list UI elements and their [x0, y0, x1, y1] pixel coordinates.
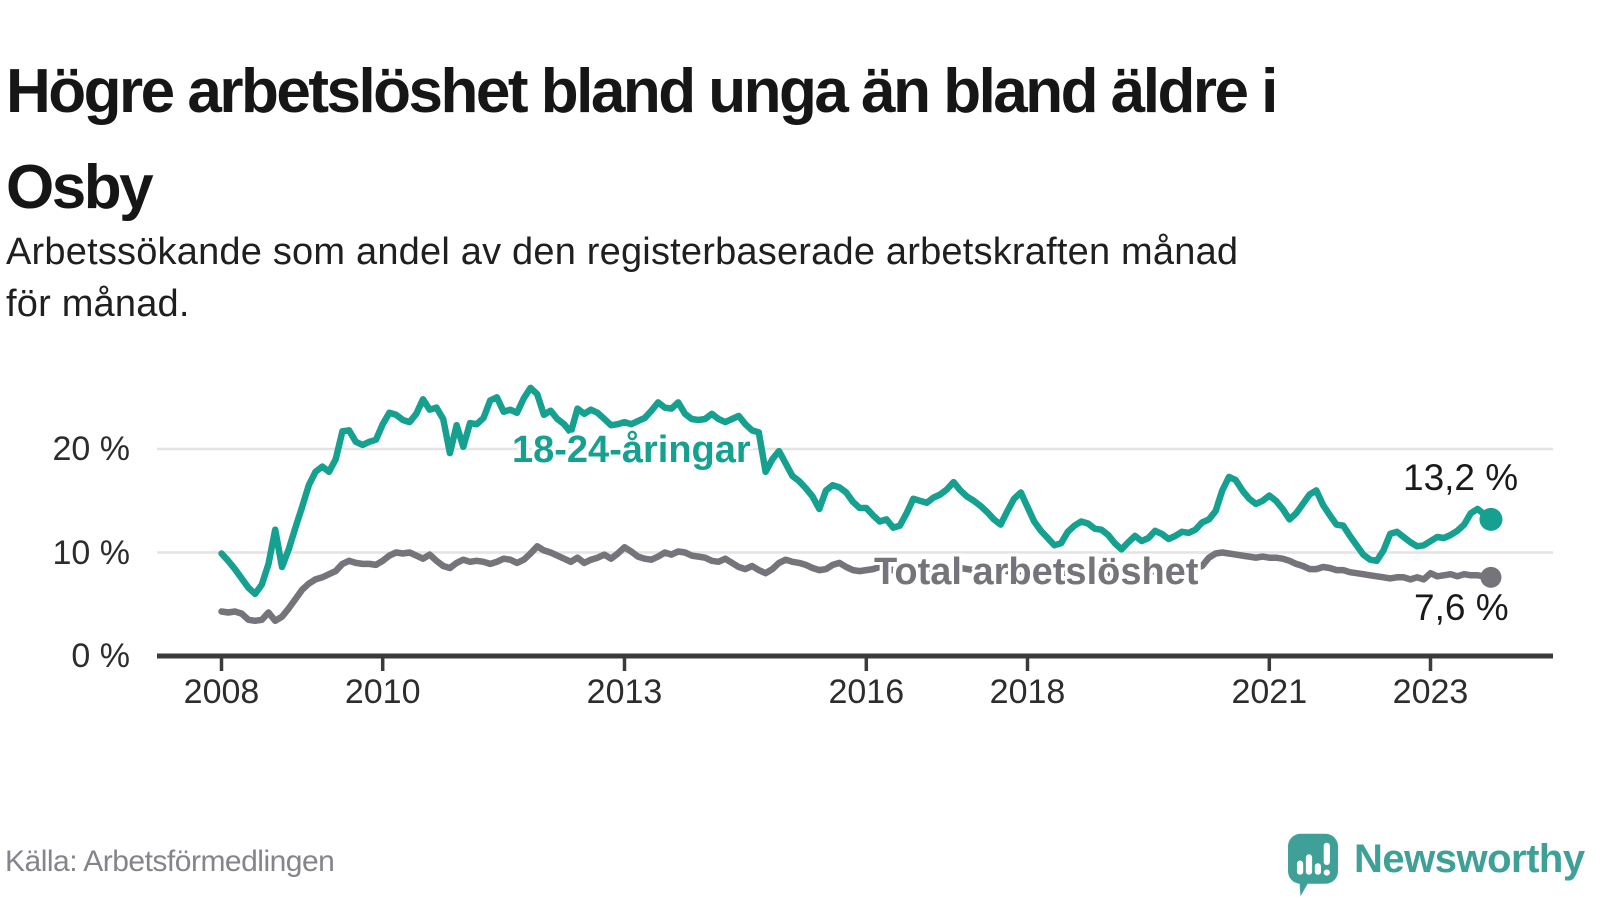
x-tick-label: 2016: [828, 673, 905, 711]
x-tick-label: 2021: [1231, 673, 1308, 711]
series-label-young: 18-24-åringar: [512, 429, 751, 471]
x-tick-label: 2018: [989, 673, 1066, 711]
x-tick-label: 2023: [1392, 673, 1469, 711]
y-tick-label: 0 %: [71, 637, 130, 675]
y-tick-label: 10 %: [52, 533, 131, 572]
end-value-total: 7,6 %: [1414, 587, 1509, 628]
page-title: Högre arbetslöshet bland unga än bland ä…: [6, 56, 1278, 222]
newsworthy-bubble-chart-icon: [1288, 833, 1338, 897]
chart-subtitle: Arbetssökande som andel av den registerb…: [6, 231, 1239, 325]
series-end-dot-Total arbetslöshet: [1480, 566, 1502, 588]
x-tick-label: 2013: [586, 673, 663, 711]
line-chart: [157, 384, 1553, 671]
x-tick-label: 2008: [183, 673, 260, 711]
series-label-total: Total arbetslöshet: [874, 551, 1199, 593]
newsworthy-wordmark: Newsworthy: [1354, 837, 1585, 881]
series-line-Total arbetslöshet: [218, 543, 1495, 625]
x-tick-label: 2010: [344, 673, 421, 711]
newsworthy-logo: Newsworthy: [1286, 832, 1585, 898]
series-end-dot-18-24-åringar: [1479, 507, 1503, 531]
end-value-young: 13,2 %: [1403, 457, 1519, 498]
series-line-18-24-åringar: [218, 384, 1495, 598]
source-note: Källa: Arbetsförmedlingen: [5, 845, 335, 878]
y-tick-label: 20 %: [52, 430, 131, 468]
